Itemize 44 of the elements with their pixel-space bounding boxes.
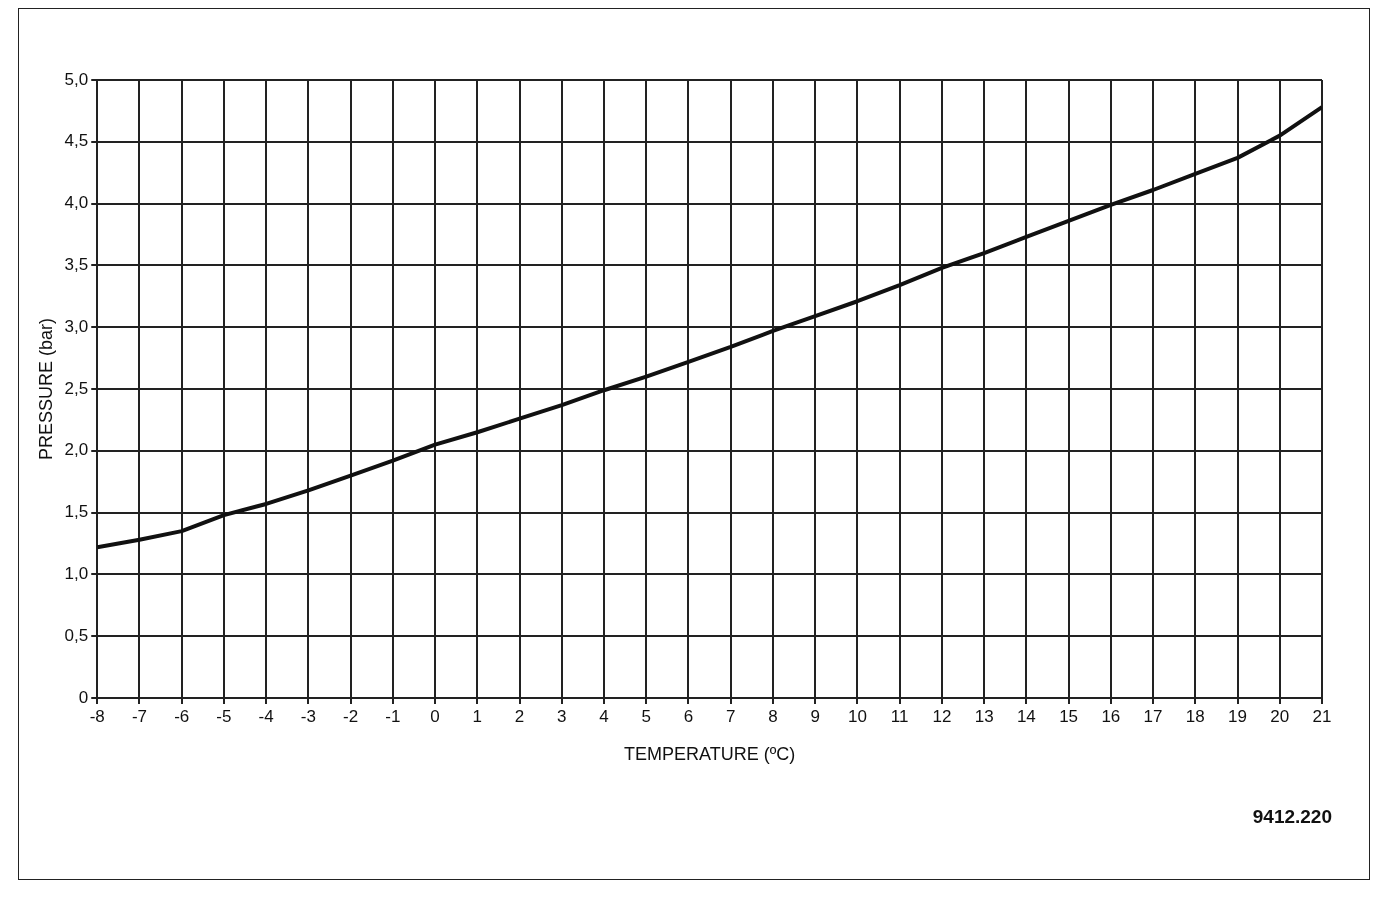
y-tick-label: 5,0 <box>64 69 89 89</box>
text: 9412.220 <box>1252 806 1332 828</box>
x-tick-label: 17 <box>1143 706 1163 726</box>
x-tick-label: -6 <box>174 706 190 726</box>
x-tick-label: 11 <box>890 706 909 726</box>
y-tick-label: 3,5 <box>64 255 89 275</box>
x-tick-label: 18 <box>1185 706 1205 726</box>
y-tick-label: 4,5 <box>64 131 89 151</box>
x-tick-label: 2 <box>514 706 525 726</box>
x-tick-label: -8 <box>89 706 105 726</box>
x-tick-label: -7 <box>131 706 148 726</box>
y-tick-label: 2,5 <box>64 378 89 398</box>
x-tick-label: 21 <box>1312 706 1332 726</box>
y-tick-label: 1,5 <box>64 502 89 522</box>
x-tick-label: 19 <box>1228 706 1247 726</box>
x-tick-label: 16 <box>1101 706 1121 726</box>
x-tick-label: 4 <box>599 706 609 726</box>
x-tick-label: 1 <box>472 706 483 726</box>
x-tick-label: 3 <box>557 706 567 726</box>
x-tick-label: -4 <box>258 706 274 726</box>
x-tick-label: 12 <box>932 706 952 726</box>
y-axis-title: PRESSURE (bar) <box>35 317 56 461</box>
x-tick-label: -1 <box>385 706 401 726</box>
y-tick-label: 0,5 <box>64 625 89 645</box>
x-tick-label: 7 <box>726 706 736 726</box>
x-tick-label: -5 <box>216 706 232 726</box>
x-tick-label: 15 <box>1059 706 1079 726</box>
x-tick-label: 5 <box>641 706 651 726</box>
x-tick-label: 8 <box>768 706 778 726</box>
y-tick-label: 2,0 <box>64 440 89 460</box>
x-tick-label: -2 <box>343 706 359 726</box>
x-axis-title: TEMPERATURE (ºC) <box>623 744 796 765</box>
y-tick-label: 3,0 <box>64 316 89 336</box>
x-tick-label: -3 <box>300 706 316 726</box>
x-tick-label: 13 <box>974 706 994 726</box>
y-tick-label: 4,0 <box>64 193 89 213</box>
x-tick-label: 9 <box>810 706 820 726</box>
x-tick-label: 20 <box>1270 706 1290 726</box>
y-tick-label: 1,0 <box>64 564 89 584</box>
x-tick-label: 6 <box>683 706 694 726</box>
y-tick-label: 0 <box>78 687 89 707</box>
x-tick-label: 14 <box>1016 706 1036 726</box>
x-tick-label: 0 <box>430 706 440 726</box>
x-tick-label: 10 <box>847 706 867 726</box>
